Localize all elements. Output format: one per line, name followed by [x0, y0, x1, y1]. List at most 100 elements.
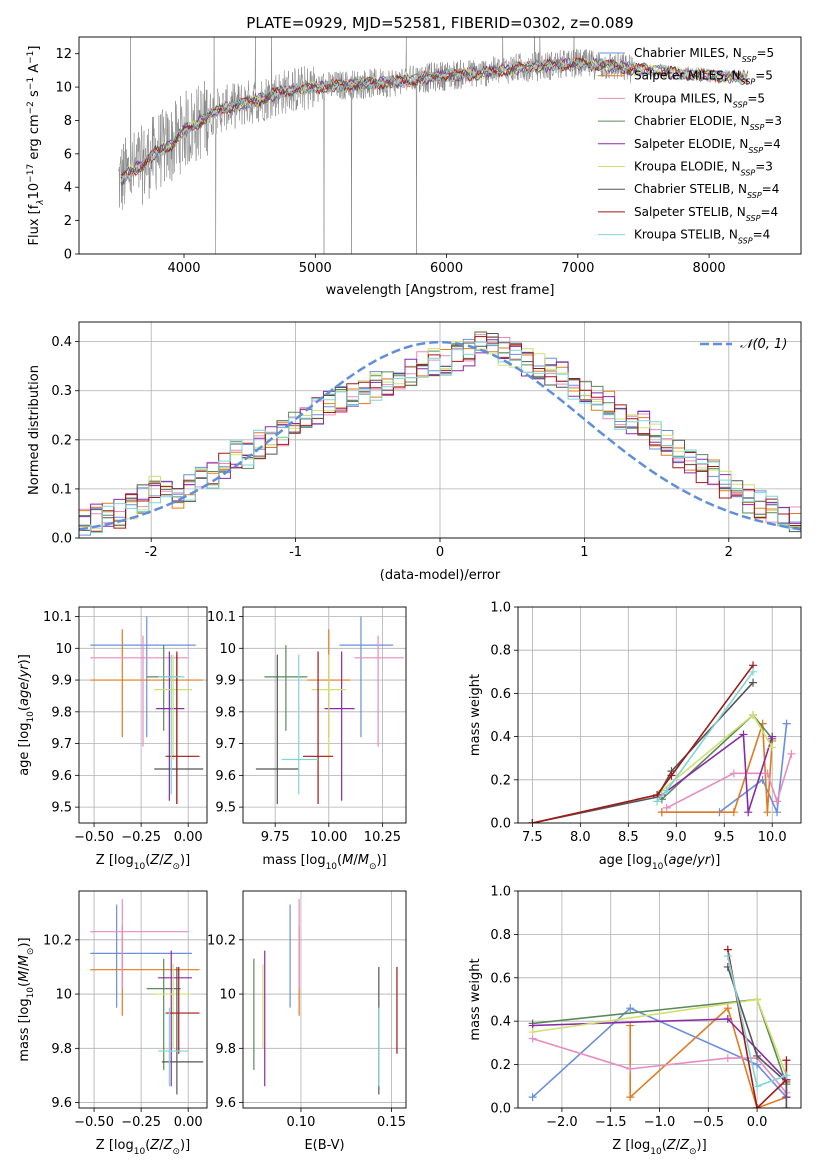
weight-line-salpeter_stelib — [532, 664, 754, 823]
plot-area — [79, 322, 801, 538]
x-tick-label: 0.00 — [174, 830, 203, 845]
legend-label: Kroupa MILES, NSSP=5 — [634, 91, 765, 109]
y-tick-label: 10 — [219, 988, 236, 1003]
x-tick-label: 9.5 — [714, 830, 735, 845]
weight-marker-chabrier_miles — [626, 1004, 635, 1013]
label-part: / — [159, 1138, 164, 1153]
legend-label: Kroupa STELIB, NSSP=4 — [634, 228, 770, 246]
weight-marker-chabrier_stelib — [782, 1104, 791, 1108]
y-tick-label: 9.6 — [51, 769, 72, 784]
label-part: erg cm — [27, 114, 42, 163]
y-tick-label: 0.2 — [490, 773, 511, 788]
y-tick-label: 9.8 — [215, 1042, 236, 1057]
label-part: −1 — [26, 51, 36, 64]
label-part: Z [ — [96, 853, 114, 868]
label-part: −17 — [26, 164, 36, 183]
plot-area — [518, 891, 801, 1108]
weight-marker-kroupa_miles — [729, 769, 738, 778]
label-part: )] — [17, 937, 32, 947]
y-tick-label: 10.2 — [207, 933, 236, 948]
y-tick-label: 10 — [55, 81, 72, 96]
axes-frame — [78, 890, 208, 1109]
label-part: log — [114, 853, 134, 868]
x-tick-label: −1.5 — [595, 1115, 627, 1130]
weight-marker-kroupa_elodie — [768, 743, 777, 752]
y-tick-label: 0.4 — [490, 1015, 511, 1030]
label-part: Z — [149, 1138, 160, 1153]
weight-marker-salpeter_miles — [763, 808, 772, 817]
label-part: )] — [180, 853, 190, 868]
x-tick-label: -1 — [289, 545, 302, 560]
legend-label-part: Kroupa STELIB, N — [634, 228, 738, 242]
legend-label: Salpeter ELODIE, NSSP=4 — [634, 137, 781, 155]
label-part: s — [27, 90, 42, 101]
label-part: ⊙ — [172, 1147, 180, 1157]
x-tick-label: 10.0 — [758, 830, 787, 845]
x-tick-label: 10.00 — [310, 830, 347, 845]
x-tick-label: −0.50 — [74, 830, 114, 845]
chart-weight_vs_Z: −2.0 −1.5 −1.0 −0.5 0.0 0.0 0.2 0.4 0.6 0.8 1.0 Z [… — [468, 885, 802, 1157]
legend-label-sub: SSP — [746, 213, 761, 222]
label-part: ⊙ — [689, 1147, 697, 1157]
label-part: yr — [17, 663, 32, 679]
label-part: 10 — [26, 987, 36, 999]
chart-weight_vs_age: 7.5 8.0 8.5 9.0 9.5 10.0 0.0 0.2 0.4 0.6 0.8 1.0 age… — [468, 601, 802, 872]
weight-marker-kroupa_stelib — [749, 667, 758, 676]
weight-marker-salpeter_elodie — [739, 730, 748, 739]
weight-marker-kroupa_miles — [787, 749, 796, 758]
y-tick-label: 0.6 — [490, 971, 511, 986]
plot-area — [79, 607, 207, 823]
label-part: mass [ — [262, 853, 305, 868]
label-part: Z — [149, 853, 160, 868]
legend-label-sub: SSP — [741, 168, 756, 177]
weight-marker-kroupa_stelib — [782, 1071, 791, 1080]
model-line-kroupa_stelib — [120, 57, 749, 181]
plot-area — [518, 607, 801, 823]
chart-residuals: -2 -1 0 1 2 0.0 0.1 0.2 0.3 0.4 𝒩(0, 1) (data-model… — [27, 321, 802, 583]
label-part: 10 — [326, 862, 338, 872]
x-tick-label: 8.0 — [570, 830, 591, 845]
label-part: / — [676, 1138, 681, 1153]
weight-marker-salpeter_stelib — [753, 1104, 762, 1108]
label-part: ] — [27, 46, 42, 51]
y-tick-label: 9.9 — [51, 674, 72, 689]
label-part: )] — [376, 853, 386, 868]
x-tick-label: 1 — [580, 545, 588, 560]
weight-line-chabrier_stelib — [727, 966, 788, 1108]
axes-frame — [242, 890, 407, 1109]
label-part: )] — [17, 654, 32, 664]
y-tick-label: 4 — [64, 181, 72, 196]
axes-frame — [78, 606, 208, 824]
label-part: λ — [36, 199, 46, 205]
legend-label-sub: SSP — [748, 145, 763, 154]
weight-marker-salpeter_miles — [657, 808, 666, 817]
weight-marker-kroupa_miles — [773, 797, 782, 806]
y-tick-label: 0.4 — [51, 335, 72, 350]
label-part: log — [632, 853, 652, 868]
weight-marker-salpeter_miles — [626, 1093, 635, 1102]
x-tick-label: −2.0 — [546, 1115, 578, 1130]
x-tick-label: 10.25 — [364, 830, 401, 845]
y-tick-label: 9.8 — [215, 705, 236, 720]
label-part: log — [306, 853, 326, 868]
y-tick-label: 0.3 — [51, 384, 72, 399]
legend-label: Chabrier MILES, NSSP=5 — [634, 46, 774, 64]
legend-label-part: Salpeter STELIB, N — [634, 205, 746, 219]
y-axis-label: age [log10(age/yr)] — [17, 654, 36, 776]
label-part: log — [114, 1138, 134, 1153]
y-tick-label: 6 — [64, 147, 72, 162]
legend-label-part: =4 — [760, 205, 778, 219]
plot-area — [243, 891, 406, 1108]
x-tick-label: 0.00 — [174, 1115, 203, 1130]
label-part: ⊙ — [26, 948, 36, 956]
weight-marker-chabrier_miles — [528, 1093, 537, 1102]
legend-label-sub: SSP — [741, 77, 756, 86]
weight-marker-chabrier_stelib — [753, 1051, 762, 1060]
weight-line-salpeter_stelib — [727, 949, 788, 1108]
legend-label-part: Chabrier ELODIE, N — [634, 114, 750, 128]
label-part: ( — [662, 1138, 667, 1153]
label-part: Z [ — [612, 1138, 630, 1153]
weight-marker-kroupa_miles — [723, 1054, 732, 1063]
